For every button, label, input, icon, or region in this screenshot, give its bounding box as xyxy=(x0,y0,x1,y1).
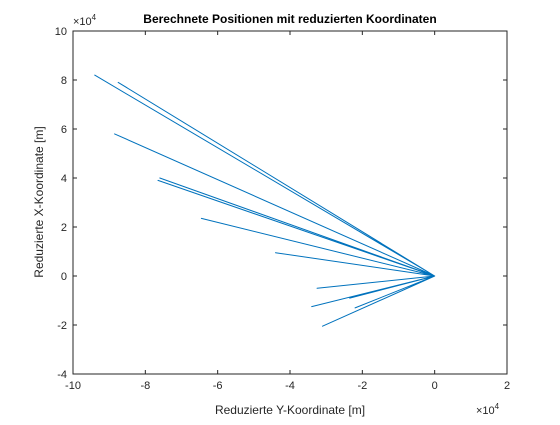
y-tick-label: -2 xyxy=(57,320,67,332)
x-tick-label: -2 xyxy=(357,380,367,392)
y-tick-label: 2 xyxy=(61,222,67,234)
y-exponent-power: 4 xyxy=(92,13,97,22)
x-axis-exponent: ×104 xyxy=(476,402,500,417)
x-tick-label: -6 xyxy=(213,380,223,392)
x-tick-label: 0 xyxy=(432,380,438,392)
y-tick-label: -4 xyxy=(57,369,67,381)
chart-title: Berechnete Positionen mit reduzierten Ko… xyxy=(143,12,436,26)
x-axis-label: Reduzierte Y-Koordinate [m] xyxy=(215,403,365,417)
x-exponent-base: ×10 xyxy=(476,405,495,417)
y-tick-label: 8 xyxy=(61,75,67,87)
y-axis-label: Reduzierte X-Koordinate [m] xyxy=(32,126,46,277)
x-tick-label: 2 xyxy=(504,380,510,392)
y-tick-label: 6 xyxy=(61,124,67,136)
x-tick-label: -4 xyxy=(285,380,295,392)
y-tick-label: 10 xyxy=(55,26,67,38)
y-axis-exponent: ×104 xyxy=(73,13,97,28)
x-exponent-power: 4 xyxy=(495,402,500,411)
x-tick-label: -10 xyxy=(65,380,81,392)
y-exponent-base: ×10 xyxy=(73,16,92,28)
y-tick-label: 0 xyxy=(61,271,67,283)
y-tick-label: 4 xyxy=(61,173,67,185)
x-tick-label: -8 xyxy=(140,380,150,392)
plot-area xyxy=(73,31,507,374)
